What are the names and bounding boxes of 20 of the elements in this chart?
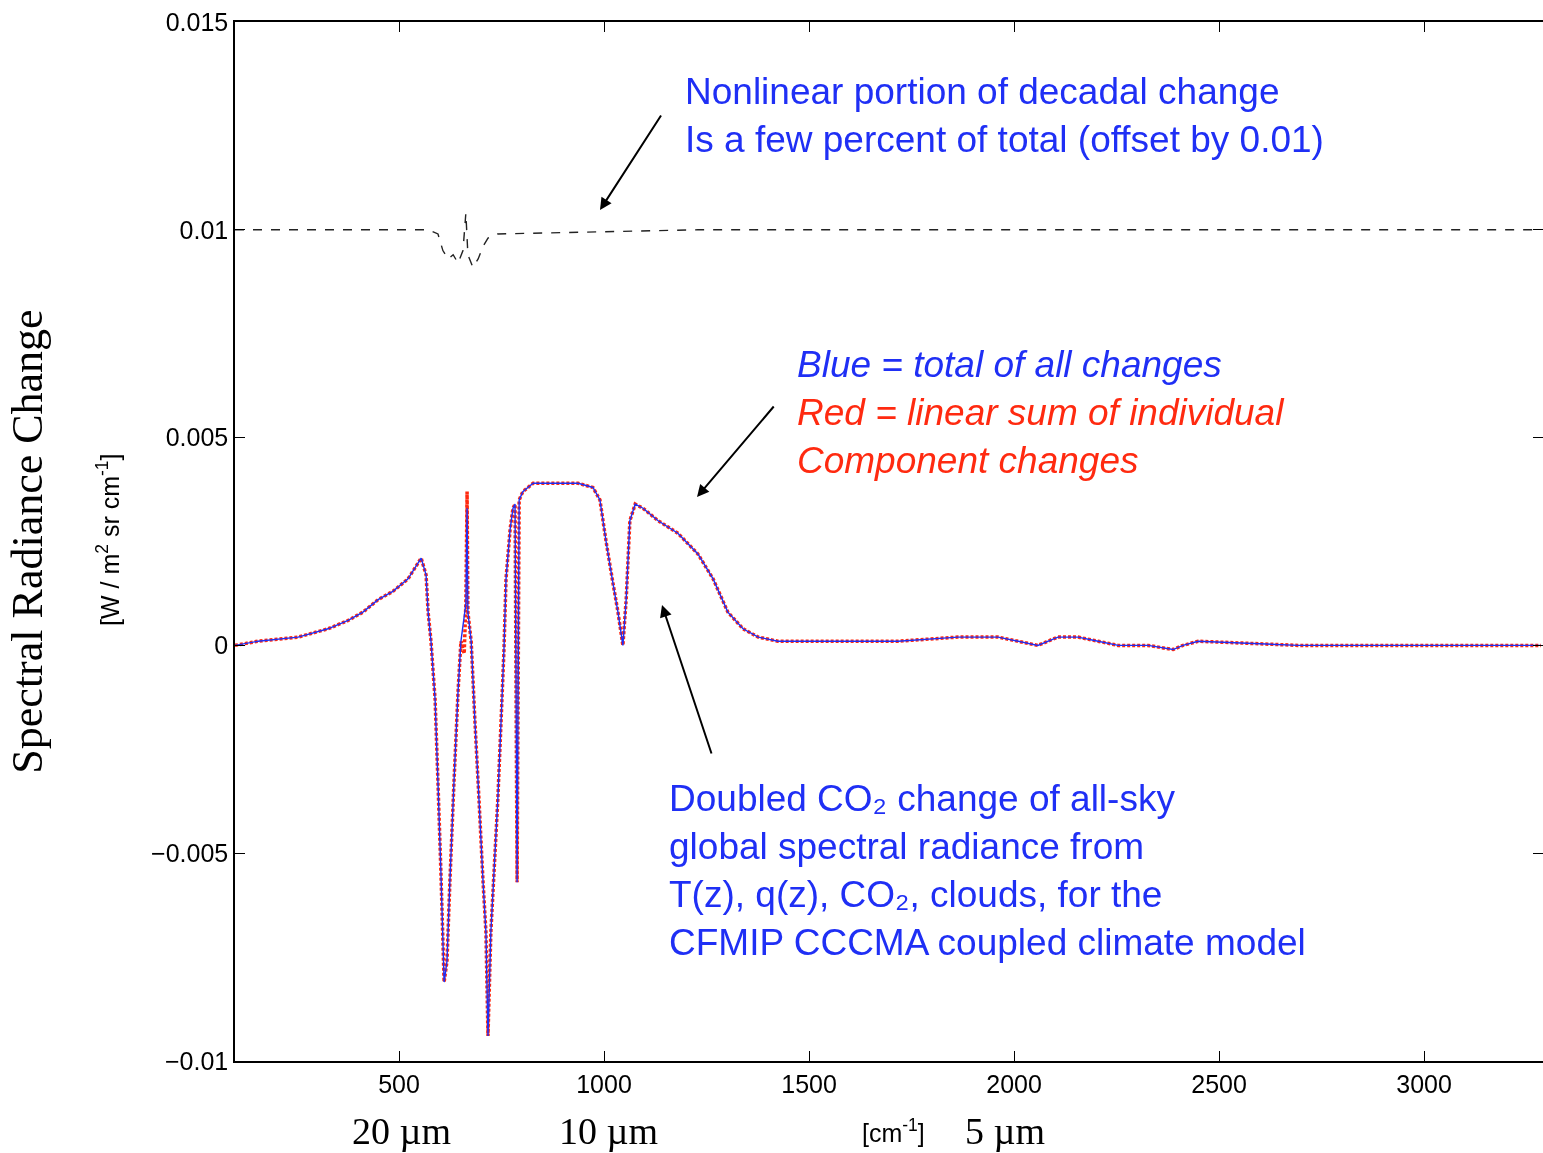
annotation: Nonlinear portion of decadal change Is a few percent of total (offset by 0.01) <box>685 71 1324 161</box>
x-tick-label: 3000 <box>1396 1069 1452 1098</box>
x-tick-label: 1000 <box>576 1069 632 1098</box>
x-tick-label: 2000 <box>986 1069 1042 1098</box>
y-tick-label: −0.01 <box>164 1046 229 1075</box>
y-tick-label: −0.005 <box>151 838 229 867</box>
x-tick-label: 500 <box>378 1069 420 1098</box>
annotation: Doubled CO₂ change of all-sky global spectral radiance from T(z), q(z), CO₂, clouds, for the CFMIP CCCMA coupled climate model <box>669 778 1306 964</box>
y-tick-label: 0.005 <box>165 423 229 452</box>
text: [cm$^{-1}$] <box>862 1115 925 1147</box>
y-axis-title: Spectral Radiance Change <box>2 309 52 774</box>
y-tick-label: 0 <box>214 631 229 660</box>
x-tick-label: 2500 <box>1191 1069 1247 1098</box>
annotation: Blue = total of all changes Red = linear sum of individual Component changes <box>797 344 1286 482</box>
text: 20 µm <box>352 1110 451 1152</box>
y-tick-label: 0.01 <box>179 215 229 244</box>
y-tick-label: 0.015 <box>165 7 229 36</box>
text: 5 µm <box>965 1110 1045 1152</box>
x-tick-label: 1500 <box>781 1069 837 1098</box>
text: 10 µm <box>559 1110 658 1152</box>
